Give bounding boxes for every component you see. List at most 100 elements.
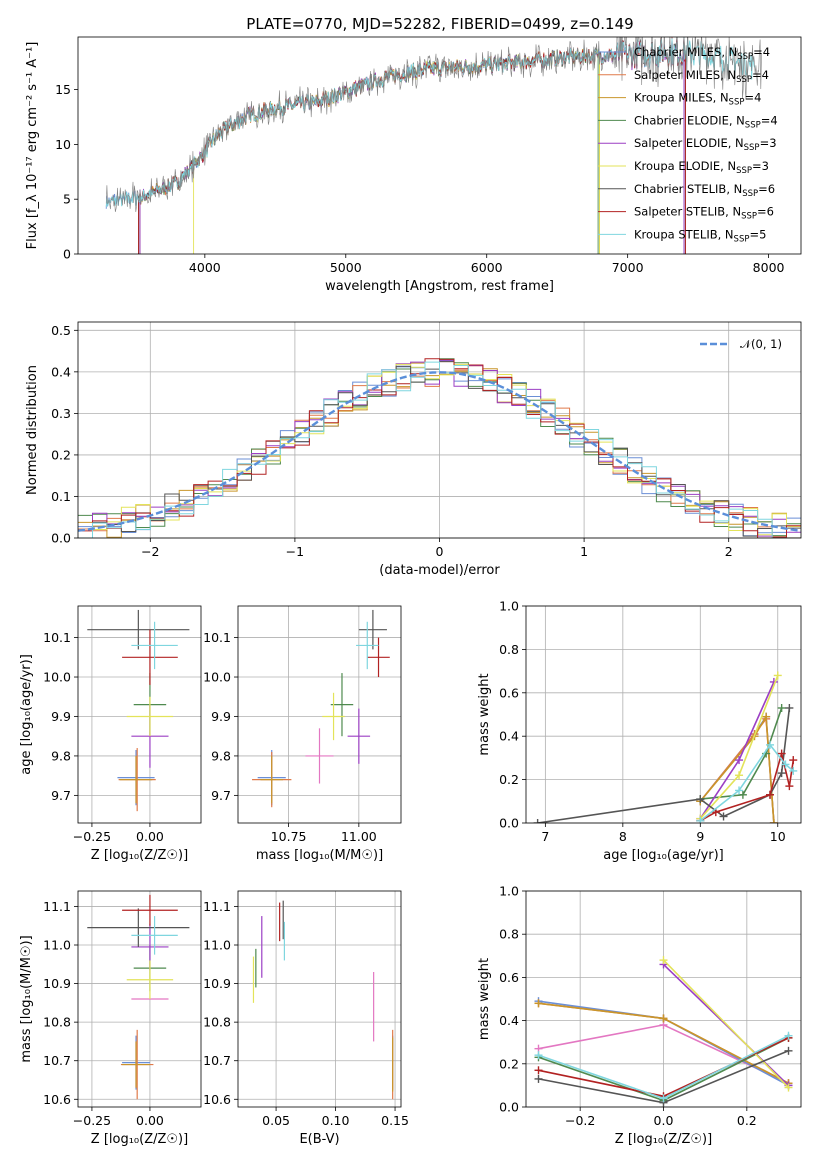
x-axis-label: (data-model)/error (379, 563, 500, 578)
model-spectrum-line (193, 47, 600, 254)
x-tick-label: 10 (770, 829, 786, 844)
weight-line (699, 750, 795, 822)
y-tick-label: 0.6 (499, 970, 519, 985)
legend-label-name: Salpeter STELIB, N (634, 205, 741, 219)
y-tick-label: 0.2 (499, 1056, 519, 1071)
legend-label-name: Chabrier ELODIE, N (634, 113, 745, 127)
axes-frame (525, 890, 802, 1108)
legend-label: Chabrier STELIB, NSSP=6 (634, 182, 775, 199)
legend-label: Salpeter MILES, NSSP=4 (634, 68, 769, 85)
legend-label-count: =3 (752, 159, 769, 173)
observed-spectrum-line (105, 37, 762, 213)
x-tick-label: −2 (141, 544, 159, 559)
x-tick-label: −0.25 (73, 1113, 111, 1128)
model-spectrum-line (105, 37, 685, 254)
y-tick-label: 9.7 (51, 788, 71, 803)
mass-vs-extinction-panel: 0.05 0.10 0.15 10.6 10.7 10.8 10.9 11.0 11.1 E(B-… (203, 890, 409, 1147)
spectrum-panel: 4000 5000 6000 7000 8000 0 5 10 15 wavelength [An… (25, 36, 802, 294)
legend-label-name: Salpeter ELODIE, N (634, 136, 744, 150)
legend-label-name: Chabrier MILES, N (634, 45, 737, 59)
legend-label-subscript: SSP (734, 234, 750, 244)
axes-frame (237, 605, 402, 824)
x-tick-label: 6000 (471, 260, 503, 275)
legend-label-subscript: SSP (742, 189, 758, 199)
y-tick-label: 10.7 (203, 1053, 231, 1068)
y-tick-label: 0.8 (499, 927, 519, 942)
y-tick-label: 0.2 (51, 447, 71, 462)
age-vs-metallicity-panel: −0.25 0.00 9.7 9.8 9.9 10.0 10.1 Z [log₁₀(Z/Z☉)… (19, 605, 202, 863)
y-tick-label: 9.7 (211, 788, 231, 803)
y-axis-label: mass weight (477, 958, 492, 1040)
histogram-step-line (78, 361, 801, 538)
x-tick-label: 7000 (612, 260, 644, 275)
y-tick-label: 0.4 (51, 364, 71, 379)
x-tick-label: 0 (436, 544, 444, 559)
y-tick-label: 5 (63, 192, 71, 207)
y-tick-label: 0.1 (51, 489, 71, 504)
x-tick-label: 0.0 (654, 1113, 674, 1128)
y-tick-label: 10.8 (43, 1015, 71, 1030)
legend-label-count: =4 (752, 68, 769, 82)
y-tick-label: 1.0 (499, 599, 519, 614)
x-tick-label: 9 (696, 829, 704, 844)
y-tick-label: 11.1 (203, 899, 231, 914)
y-tick-label: 11.0 (203, 938, 231, 953)
age-vs-mass-panel: 10.75 11.00 9.7 9.8 9.9 10.0 10.1 mass [log₁₀(M… (203, 605, 402, 863)
axes-frame (525, 605, 802, 824)
axes-frame (77, 321, 802, 539)
y-tick-label: 0.8 (499, 642, 519, 657)
x-tick-label: 0.00 (136, 1113, 164, 1128)
y-tick-label: 0.3 (51, 406, 71, 421)
residual-histogram-panel: −2 −1 0 1 2 0.0 0.1 0.2 0.3 0.4 0.5 (data-model)/er… (25, 321, 802, 578)
y-tick-label: 15 (55, 82, 71, 97)
y-axis-label: mass [log₁₀(M/M☉)] (19, 935, 34, 1062)
legend-label-name: Salpeter MILES, N (634, 68, 736, 82)
x-tick-label: −0.25 (73, 829, 111, 844)
y-tick-label: 0 (63, 247, 71, 262)
legend-label: Salpeter ELODIE, NSSP=3 (634, 136, 777, 153)
y-tick-label: 10.9 (203, 976, 231, 991)
x-axis-label: Z [log₁₀(Z/Z☉)] (91, 1132, 188, 1147)
y-tick-label: 10.0 (43, 670, 71, 685)
y-tick-label: 0.0 (499, 816, 519, 831)
x-axis-label: wavelength [Angstrom, rest frame] (325, 279, 554, 294)
axes-frame (77, 36, 802, 255)
x-tick-label: 11.00 (341, 829, 377, 844)
x-tick-label: 0.15 (381, 1113, 409, 1128)
y-tick-label: 0.2 (499, 772, 519, 787)
y-tick-label: 0.5 (51, 323, 71, 338)
axes-frame (77, 890, 202, 1108)
x-tick-label: 7 (541, 829, 549, 844)
y-axis-label: mass weight (477, 673, 492, 755)
y-axis-label: Normed distribution (25, 365, 40, 495)
x-axis-label: Z [log₁₀(Z/Z☉)] (91, 848, 188, 863)
x-tick-label: 0.05 (262, 1113, 290, 1128)
legend-label: Kroupa ELODIE, NSSP=3 (634, 159, 769, 176)
legend-label: Chabrier MILES, NSSP=4 (634, 45, 770, 62)
legend-label: Salpeter STELIB, NSSP=6 (634, 205, 774, 222)
x-axis-label: E(B-V) (299, 1132, 339, 1147)
legend-label: 𝒩(0, 1) (740, 337, 782, 351)
y-tick-label: 11.1 (43, 899, 71, 914)
legend-label-count: =4 (744, 91, 761, 105)
plot-area (252, 900, 394, 1100)
y-tick-label: 10 (55, 137, 71, 152)
histogram-step-line (78, 358, 801, 538)
legend-label-count: =4 (761, 113, 778, 127)
legend-label-name: Kroupa MILES, N (634, 91, 729, 105)
plot-area (87, 894, 190, 1100)
legend-label-count: =6 (757, 205, 774, 219)
metallicity-weight-panel: −0.2 0.0 0.2 0.0 0.2 0.4 0.6 0.8 1.0 Z [log₁₀(Z/Z… (477, 884, 802, 1147)
legend-label-subscript: SSP (741, 212, 757, 222)
legend-label-name: Kroupa ELODIE, N (634, 159, 736, 173)
plot-area (533, 671, 798, 823)
plot-area (252, 609, 390, 808)
plot-area (87, 609, 190, 812)
legend-label-subscript: SSP (736, 75, 752, 85)
x-tick-label: 0.10 (322, 1113, 350, 1128)
x-tick-label: 2 (725, 544, 733, 559)
y-tick-label: 0.0 (499, 1100, 519, 1115)
y-tick-label: 0.0 (51, 531, 71, 546)
weight-line (662, 959, 790, 1089)
x-tick-label: 0.2 (737, 1113, 757, 1128)
